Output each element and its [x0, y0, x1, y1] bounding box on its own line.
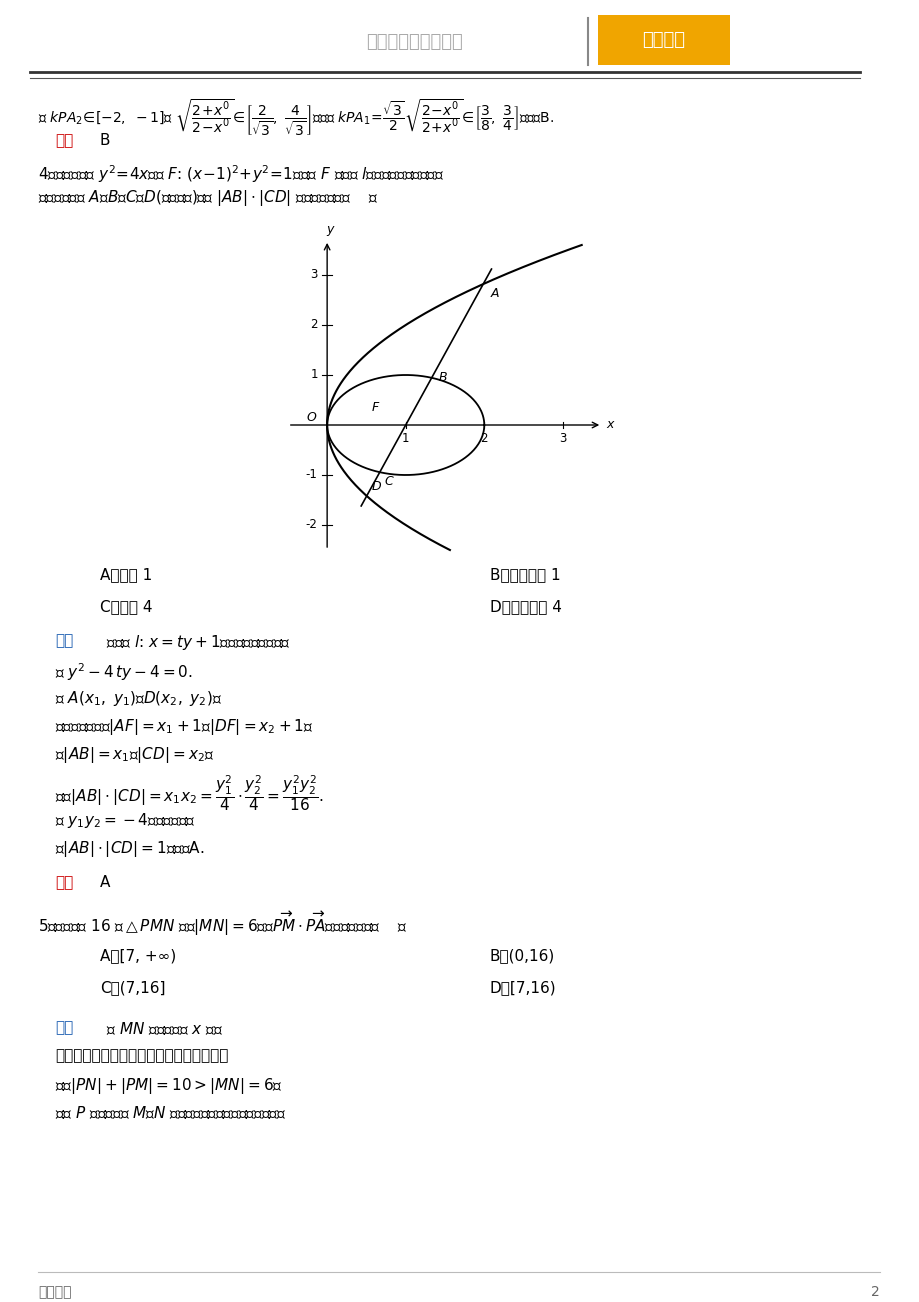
Text: 以其中点为坐标原点建立平面直角坐标系，: 以其中点为坐标原点建立平面直角坐标系， — [55, 1048, 228, 1062]
Text: 3: 3 — [559, 432, 566, 445]
Text: 2: 2 — [310, 319, 317, 332]
Text: A: A — [100, 875, 110, 891]
Text: 解析: 解析 — [55, 633, 74, 648]
Text: 3: 3 — [310, 268, 317, 281]
Text: $x$: $x$ — [606, 418, 615, 431]
Text: B．(0,16): B．(0,16) — [490, 948, 555, 963]
Text: 2: 2 — [870, 1285, 879, 1299]
Text: -1: -1 — [305, 469, 317, 482]
Text: $C$: $C$ — [383, 475, 394, 488]
Text: 由 $kPA_2\!\in\![-2,\ -1]$得 $\sqrt{\dfrac{2\!+\!x^0}{2\!-\!x^0}}\!\in\!\left[\dfr: 由 $kPA_2\!\in\![-2,\ -1]$得 $\sqrt{\dfrac… — [38, 98, 554, 138]
Text: 而 $y_1y_2=-4$，代入上式，: 而 $y_1y_2=-4$，代入上式， — [55, 811, 196, 829]
FancyBboxPatch shape — [597, 16, 729, 65]
Text: D．[7,16): D．[7,16) — [490, 980, 556, 995]
Text: $O$: $O$ — [306, 411, 317, 424]
Text: 2: 2 — [480, 432, 487, 445]
Text: 页眉页脚可一键删除: 页眉页脚可一键删除 — [367, 33, 463, 51]
Text: $A$: $A$ — [489, 286, 499, 299]
Text: 5．在周长为 16 的$\triangle PMN$ 中，$|MN|=6$，则$\overrightarrow{PM}\cdot\overrightarrow{: 5．在周长为 16 的$\triangle PMN$ 中，$|MN|=6$，则$… — [38, 910, 407, 939]
Text: 1: 1 — [402, 432, 409, 445]
Text: D．最大值是 4: D．最大值是 4 — [490, 599, 562, 615]
Text: 1: 1 — [310, 368, 317, 381]
Text: $y$: $y$ — [326, 224, 335, 237]
Text: 根据抛物线定义$|AF|=x_1+1$，$|DF|=x_2+1$，: 根据抛物线定义$|AF|=x_1+1$，$|DF|=x_2+1$， — [55, 717, 313, 737]
Text: A．等于 1: A．等于 1 — [100, 566, 152, 582]
Text: 仅供参考: 仅供参考 — [641, 31, 685, 49]
Text: B．最小值是 1: B．最小值是 1 — [490, 566, 560, 582]
Text: 故$|AB|=x_1$，$|CD|=x_2$，: 故$|AB|=x_1$，$|CD|=x_2$， — [55, 745, 214, 766]
Text: 答案: 答案 — [55, 133, 74, 148]
Text: -2: -2 — [305, 518, 317, 531]
Text: 由于$|PN|+|PM|=10>|MN|=6$，: 由于$|PN|+|PM|=10>|MN|=6$， — [55, 1075, 282, 1096]
Text: $F$: $F$ — [370, 401, 380, 414]
Text: 两曲线交于点 $A$，$B$，$C$，$D$(如图所示)，则 $|AB|\cdot|CD|$ 的值正确的是（    ）: 两曲线交于点 $A$，$B$，$C$，$D$(如图所示)，则 $|AB|\cdo… — [38, 187, 378, 208]
Text: 设 $A(x_1,\ y_1)$，$D(x_2,\ y_2)$，: 设 $A(x_1,\ y_1)$，$D(x_2,\ y_2)$， — [55, 689, 221, 708]
Text: 4．已知抛物线 $y^2\!=\!4x$，圆 $F$: $(x\!-\!1)^2\!+\!y^2\!=\!1$，过点 $F$ 作直线 $l$，自上而下顺次与上述: 4．已知抛物线 $y^2\!=\!4x$，圆 $F$: $(x\!-\!1)^2… — [38, 163, 444, 185]
Text: 以 $MN$ 所在直线为 $x$ 轴，: 以 $MN$ 所在直线为 $x$ 轴， — [96, 1019, 222, 1036]
Text: A．[7, +∞): A．[7, +∞) — [100, 948, 176, 963]
Text: C．(7,16]: C．(7,16] — [100, 980, 165, 995]
Text: 所以$|AB|\cdot|CD|=x_1x_2=\dfrac{y_1^2}{4}\cdot\dfrac{y_2^2}{4}=\dfrac{y_1^2y_2^{2: 所以$|AB|\cdot|CD|=x_1x_2=\dfrac{y_1^2}{4}… — [55, 773, 323, 812]
Text: B: B — [100, 133, 110, 148]
Text: $B$: $B$ — [437, 371, 448, 384]
Text: C．等于 4: C．等于 4 — [100, 599, 153, 615]
Text: 得 $y^2-4\,ty-4=0$.: 得 $y^2-4\,ty-4=0$. — [55, 661, 193, 682]
Text: 普通教学: 普通教学 — [38, 1285, 72, 1299]
Text: 答案: 答案 — [55, 875, 74, 891]
Text: 故点 $P$ 的轨迹是以 $M$，$N$ 为焦点的椭圆（去左、右顶点），: 故点 $P$ 的轨迹是以 $M$，$N$ 为焦点的椭圆（去左、右顶点）， — [55, 1104, 286, 1121]
Text: 解析: 解析 — [55, 1019, 74, 1035]
Text: 得$|AB|\cdot|CD|=1$，故选A.: 得$|AB|\cdot|CD|=1$，故选A. — [55, 838, 204, 859]
Text: 设直线 $l$: $x=ty+1$，代入抛物线方程，: 设直线 $l$: $x=ty+1$，代入抛物线方程， — [96, 633, 290, 652]
Text: $D$: $D$ — [370, 480, 381, 493]
